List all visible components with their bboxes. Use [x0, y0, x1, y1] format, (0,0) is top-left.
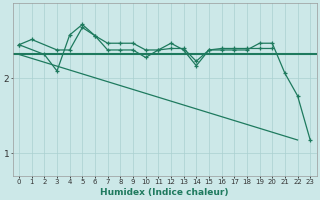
X-axis label: Humidex (Indice chaleur): Humidex (Indice chaleur): [100, 188, 229, 197]
